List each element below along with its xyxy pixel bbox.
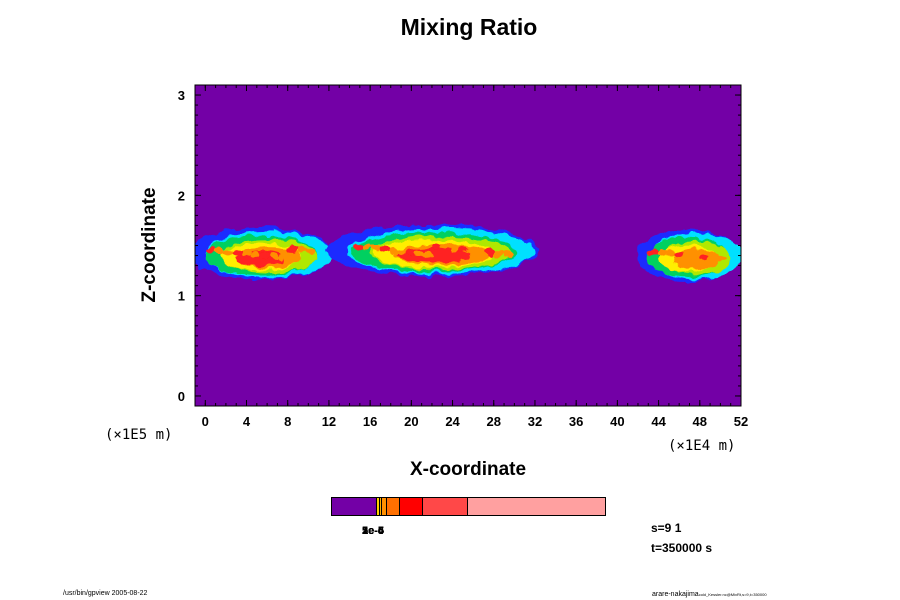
footer-author: arare-nakajima	[652, 591, 699, 598]
y-tick-label: 0	[178, 389, 185, 404]
x-tick-label: 24	[445, 414, 460, 429]
chart-title: Mixing Ratio	[400, 14, 538, 40]
cloud-core	[648, 248, 659, 255]
x-tick-label: 4	[243, 414, 251, 429]
cloud-core	[268, 253, 279, 260]
x-tick-label: 16	[363, 414, 377, 429]
colorbar-segment	[379, 498, 383, 515]
colorbar-segment	[400, 498, 424, 515]
y-tick-label: 3	[178, 88, 185, 103]
cloud-core	[286, 246, 297, 253]
colorbar-segment	[377, 498, 380, 515]
cloud-core	[656, 249, 667, 256]
colorbar-segment	[468, 498, 605, 515]
cloud-core	[361, 244, 372, 251]
cloud-core	[493, 250, 504, 257]
colorbar-label: 2e-6	[362, 525, 385, 537]
cloud-core	[379, 246, 390, 253]
cloud-core	[440, 244, 451, 251]
cloud-core	[223, 248, 234, 255]
colorbar-label: 1e-5	[362, 525, 385, 537]
colorbar	[331, 497, 606, 516]
y-scale-label: (×1E5 m)	[105, 427, 172, 443]
x-axis-label: X-coordinate	[409, 459, 527, 480]
y-axis-tick-labels: 0 1 2 3	[178, 88, 185, 404]
cloud-core	[414, 250, 425, 257]
cloud-core	[232, 249, 243, 256]
footer-source: arare-nakajimacold_Kessler.nc@MixRt,s=9,…	[652, 591, 767, 598]
colorbar-label: 2e-5	[362, 525, 385, 537]
cloud-core	[370, 245, 381, 252]
cloud-core	[396, 248, 407, 255]
cloud-core	[250, 251, 261, 258]
cloud-core	[423, 251, 434, 258]
cloud-core	[502, 251, 513, 258]
x-tick-label: 8	[284, 414, 291, 429]
cloud-core	[432, 243, 443, 250]
cloud-core	[387, 247, 398, 254]
cloud-core	[691, 253, 702, 260]
y-tick-label: 1	[178, 289, 185, 304]
cloud-core	[467, 247, 478, 254]
time-info: t=350000 s	[651, 541, 713, 555]
x-tick-label: 48	[693, 414, 707, 429]
cloud-core	[277, 254, 288, 261]
y-tick-label: 2	[178, 188, 185, 203]
colorbar-label: 1e-4	[362, 525, 385, 537]
cloud-core	[295, 247, 306, 254]
step-info: s=9 1	[651, 521, 682, 535]
x-tick-label: 40	[610, 414, 624, 429]
cloud-core	[682, 252, 693, 259]
cloud-core	[708, 255, 719, 262]
colorbar-segment	[386, 498, 401, 515]
x-axis-tick-labels: 0 4 8 12 16 20 24 28 32 36 40 44 48 52	[202, 414, 749, 429]
cloud-core	[674, 251, 685, 258]
colorbar-label: 5e-6	[362, 525, 385, 537]
x-tick-label: 12	[322, 414, 336, 429]
colorbar-segment	[382, 498, 387, 515]
cloud-core	[259, 252, 270, 259]
cloud-core	[449, 245, 460, 252]
footer-file: cold_Kessler.nc@MixRt,s=9,t=350000	[698, 592, 767, 597]
x-tick-label: 20	[404, 414, 418, 429]
x-tick-label: 44	[651, 414, 666, 429]
x-tick-label: 52	[734, 414, 748, 429]
colorbar-segment	[423, 498, 469, 515]
cloud-core	[205, 246, 216, 253]
cloud-core	[665, 250, 676, 257]
footer-command: /usr/bin/gpview 2005-08-22	[63, 590, 148, 597]
cloud-core	[485, 249, 496, 256]
x-tick-label: 36	[569, 414, 583, 429]
cloud-core	[717, 256, 728, 263]
colorbar-label: 5e-5	[362, 525, 385, 537]
cloud-core	[476, 248, 487, 255]
cloud-core	[241, 250, 252, 257]
cloud-core	[304, 248, 315, 255]
x-scale-label: (×1E4 m)	[668, 438, 735, 454]
cloud-core	[458, 246, 469, 253]
axis-ticks	[194, 85, 742, 406]
cloud-core	[352, 243, 363, 250]
cloud-field	[195, 224, 741, 282]
x-tick-label: 32	[528, 414, 542, 429]
colorbar-segment	[332, 498, 378, 515]
cloud-core	[700, 254, 711, 261]
cloud-core	[214, 247, 225, 254]
x-tick-label: 28	[487, 414, 501, 429]
y-axis-label: Z-coordinate	[139, 187, 160, 303]
cloud-core	[405, 249, 416, 256]
colorbar-label: 1e-6	[362, 525, 385, 537]
x-tick-label: 0	[202, 414, 209, 429]
